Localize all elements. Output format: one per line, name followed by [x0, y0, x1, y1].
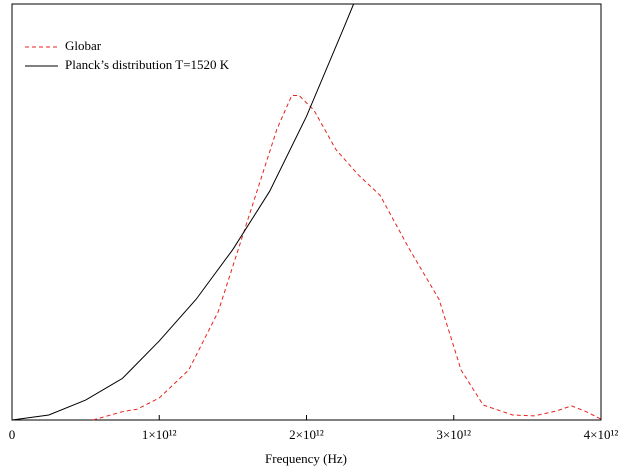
x-tick-label: 1×10¹² [142, 427, 177, 442]
series-line [92, 95, 602, 421]
x-tick-label: 0 [9, 427, 16, 442]
x-tick-label: 3×10¹² [436, 427, 471, 442]
legend-label: Globar [65, 38, 102, 53]
legend-label: Planck’s distribution T=1520 K [65, 57, 230, 72]
x-tick-label: 2×10¹² [289, 427, 324, 442]
x-axis-label: Frequency (Hz) [265, 451, 347, 466]
x-tick-label: 4×10¹² [584, 427, 619, 442]
series-line [11, 3, 355, 421]
